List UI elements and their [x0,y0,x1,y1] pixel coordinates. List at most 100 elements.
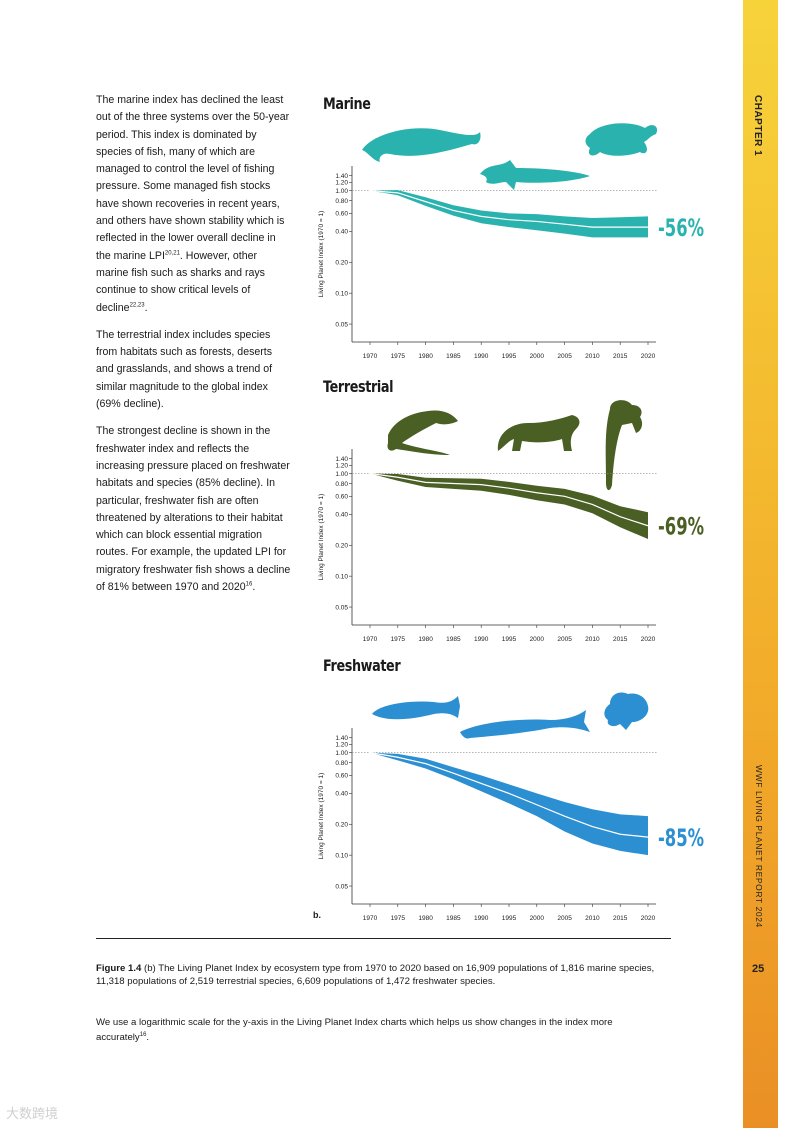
frog-icon [604,692,649,730]
x-tick-label: 1970 [363,636,378,643]
log-scale-note: We use a logarithmic scale for the y-axi… [96,1017,613,1044]
jaguar-icon [497,415,580,451]
y-tick-label: 1.40 [335,456,348,463]
caption-divider [96,938,671,939]
y-tick-label: 0.40 [335,229,348,236]
confidence-band [370,752,648,856]
x-tick-label: 2010 [585,915,600,922]
chart-title-marine: Marine [323,94,371,113]
x-tick-label: 1995 [502,353,517,360]
x-tick-label: 2005 [557,636,572,643]
monkey-icon [605,400,643,491]
index-line [369,751,649,838]
change-label: -69% [658,513,704,541]
y-tick-label: 0.10 [335,852,348,859]
y-tick-label: 0.05 [335,883,348,890]
index-line [369,472,649,527]
y-tick-label: 0.20 [335,260,348,267]
y-tick-label: 0.60 [335,494,348,501]
whale-icon [362,128,481,162]
x-tick-label: 2015 [613,636,628,643]
y-axis-label: Living Planet Index (1970 = 1) [318,211,325,298]
x-tick-label: 2010 [585,636,600,643]
chart-title-terrestrial: Terrestrial [323,377,394,396]
x-tick-label: 1975 [391,915,406,922]
x-tick-label: 1975 [391,636,406,643]
y-tick-label: 0.05 [335,604,348,611]
y-tick-label: 0.80 [335,198,348,205]
page-number: 25 [752,963,765,975]
y-tick-label: 0.20 [335,822,348,829]
y-tick-label: 0.80 [335,760,348,767]
x-tick-label: 1970 [363,353,378,360]
x-tick-label: 1990 [474,353,489,360]
y-tick-label: 0.80 [335,481,348,488]
x-tick-label: 1985 [446,915,461,922]
x-tick-label: 1985 [446,353,461,360]
terrestrial-chart: 1.40 1.20 1.00 0.80 0.60 0.40 0.20 0.10 0.05 1970… [310,395,730,665]
paragraph-marine: The marine index has declined the least … [96,94,290,314]
salmon-icon [372,696,460,720]
watermark: 大数跨境 [6,1106,59,1121]
y-tick-label: 1.40 [335,735,348,742]
x-tick-label: 1980 [418,915,433,922]
x-tick-label: 2005 [557,353,572,360]
y-tick-label: 0.60 [335,211,348,218]
report-title: WWF LIVING PLANET REPORT 2024 [754,765,764,928]
x-tick-label: 2000 [530,353,545,360]
x-tick-label: 1980 [418,353,433,360]
x-tick-label: 2000 [530,636,545,643]
y-tick-label: 1.00 [335,750,348,757]
iguana-icon [387,410,458,455]
y-axis-label: Living Planet Index (1970 = 1) [318,494,325,581]
x-tick-label: 1975 [391,353,406,360]
chart-icons [372,692,649,739]
index-line [369,189,648,228]
figure-caption: Figure 1.4 (b) The Living Planet Index b… [96,963,655,987]
chapter-label: CHAPTER 1 [752,95,763,157]
body-text: The marine index has declined the least … [96,92,291,606]
figure-part-label: b. [313,910,321,920]
y-tick-label: 0.40 [335,512,348,519]
y-tick-label: 0.05 [335,321,348,328]
x-tick-label: 2000 [530,915,545,922]
x-tick-label: 2015 [613,915,628,922]
y-tick-label: 0.10 [335,573,348,580]
x-tick-label: 2020 [641,636,656,643]
chart-title-freshwater: Freshwater [323,656,401,675]
y-tick-label: 1.40 [335,173,348,180]
x-tick-label: 2020 [641,353,656,360]
chapter-sidebar [743,0,778,1128]
freshwater-chart: 1.40 1.20 1.00 0.80 0.60 0.40 0.20 0.10 0.05 1970… [310,674,730,944]
shark-icon [480,160,590,190]
paragraph-terrestrial: The terrestrial index includes species f… [96,328,273,411]
y-tick-label: 1.00 [335,188,348,195]
x-tick-label: 1990 [474,636,489,643]
chart-icons [362,123,658,190]
x-tick-label: 1995 [502,915,517,922]
x-tick-label: 2005 [557,915,572,922]
y-tick-label: 1.20 [335,463,348,470]
turtle-icon [585,123,658,156]
paragraph-freshwater: The strongest decline is shown in the fr… [96,425,291,594]
y-tick-label: 0.20 [335,543,348,550]
marine-chart: 1.40 1.20 1.00 0.80 0.60 0.40 0.20 0.10 0.05 1970… [310,112,730,382]
change-label: -56% [658,214,704,242]
x-tick-label: 2015 [613,353,628,360]
y-tick-label: 1.20 [335,742,348,749]
confidence-band [370,473,648,540]
x-tick-label: 1990 [474,915,489,922]
y-tick-label: 0.60 [335,773,348,780]
y-tick-label: 1.00 [335,471,348,478]
x-tick-label: 2010 [585,353,600,360]
y-tick-label: 1.20 [335,180,348,187]
change-label: -85% [658,824,704,852]
y-axis-label: Living Planet Index (1970 = 1) [318,773,325,860]
x-tick-label: 1980 [418,636,433,643]
chart-icons [387,400,643,491]
y-tick-label: 0.10 [335,290,348,297]
x-tick-label: 1970 [363,915,378,922]
sturgeon-icon [460,710,590,739]
x-tick-label: 1995 [502,636,517,643]
y-tick-label: 0.40 [335,791,348,798]
